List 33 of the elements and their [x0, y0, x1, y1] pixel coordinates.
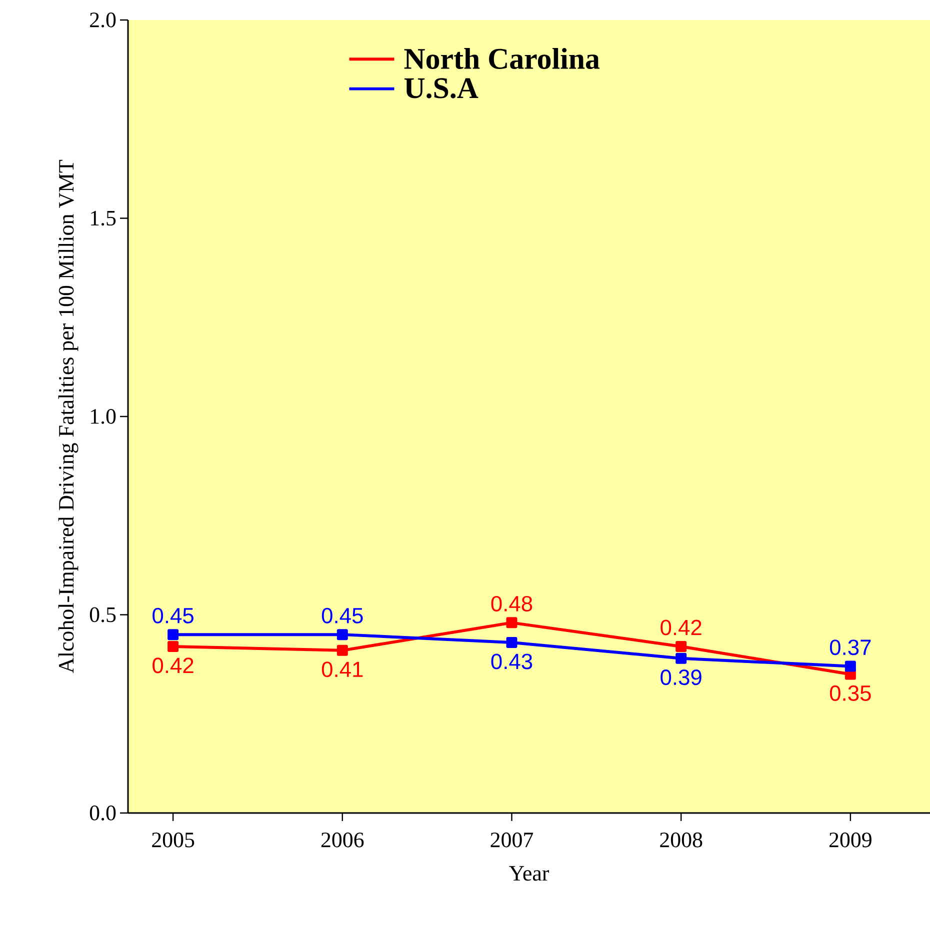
x-tick-label: 2005	[152, 832, 194, 848]
data-label: 0.41	[322, 662, 363, 678]
x-tick-label: 2009	[829, 832, 872, 848]
data-label: 0.48	[491, 596, 532, 612]
data-label: 0.45	[152, 608, 194, 624]
point	[336, 629, 348, 640]
point	[506, 637, 518, 648]
y-tick-label: 2.0	[90, 12, 116, 28]
x-tick-label: 2008	[660, 832, 702, 848]
y-tick-label: 1.5	[91, 210, 116, 226]
legend-label: North Carolina	[404, 48, 600, 69]
x-tick-label: 2006	[321, 832, 364, 848]
data-label: 0.35	[830, 685, 871, 701]
y-tick-label: 1.0	[91, 409, 116, 424]
data-label: 0.45	[322, 608, 363, 624]
legend-label: U.S.A	[404, 78, 478, 98]
point	[506, 617, 518, 628]
y-tick-label: 0.5	[90, 607, 116, 622]
point	[844, 660, 856, 672]
point	[336, 644, 348, 656]
data-label: 0.42	[152, 658, 194, 674]
point	[676, 640, 687, 652]
point	[168, 640, 179, 652]
y-tick-label: 0.0	[90, 806, 116, 820]
y-axis-title: Alcohol-Impaired Driving Fatalities per 100 Million VMT	[58, 160, 78, 674]
data-label: 0.42	[660, 620, 702, 636]
point	[676, 652, 687, 664]
x-axis-title: Year	[509, 866, 550, 881]
point	[168, 629, 179, 640]
data-label: 0.39	[660, 670, 702, 686]
data-label: 0.43	[491, 654, 532, 670]
data-label: 0.37	[830, 640, 871, 656]
x-tick-label: 2007	[490, 832, 534, 848]
